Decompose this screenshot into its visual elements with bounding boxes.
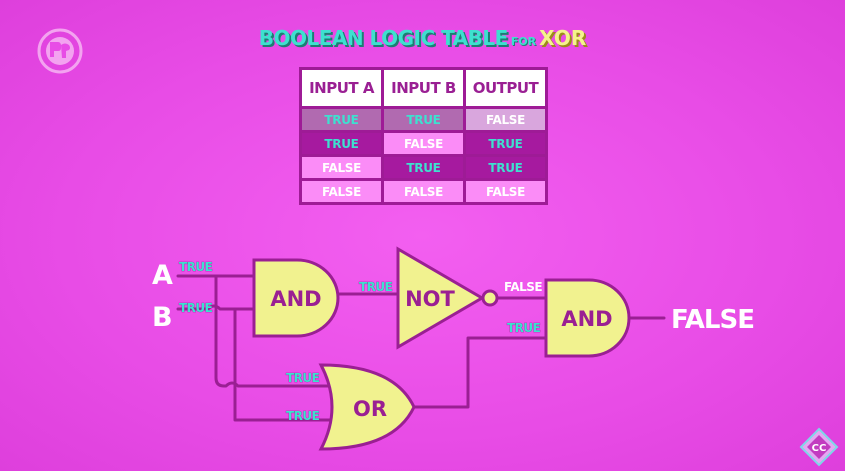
diagram-title: BOOLEAN LOGIC TABLE FOR XOR (0, 26, 845, 50)
input-a-label: A (152, 260, 173, 291)
table-row: FALSE TRUE TRUE (299, 154, 548, 181)
table-cell: TRUE (299, 130, 384, 157)
table-cell: FALSE (381, 130, 466, 157)
signal-or-out: TRUE (507, 321, 541, 335)
title-main: BOOLEAN LOGIC TABLE (258, 26, 509, 50)
or-gate (318, 363, 416, 451)
crash-course-logo-icon: CC (799, 427, 839, 467)
input-b-label: B (152, 302, 173, 333)
table-cell: FALSE (463, 178, 548, 205)
table-row: TRUE FALSE TRUE (299, 130, 548, 157)
wire-or-to-and2 (412, 336, 548, 409)
truth-table-header-row: INPUT A INPUT B OUTPUT (299, 67, 548, 109)
table-cell: TRUE (463, 154, 548, 181)
or-gate-label: OR (353, 397, 387, 421)
header-output: OUTPUT (463, 67, 548, 109)
table-cell: FALSE (299, 178, 384, 205)
table-row: FALSE FALSE FALSE (299, 178, 548, 205)
and-gate-1 (252, 258, 340, 338)
crash-course-logo-text: CC (812, 443, 827, 454)
title-for: FOR (510, 35, 537, 48)
table-row: TRUE TRUE FALSE (299, 106, 548, 133)
not-gate (396, 246, 485, 350)
signal-a-value: TRUE (179, 260, 213, 274)
and-gate-2 (544, 278, 631, 358)
not-gate-bubble (481, 289, 499, 307)
table-cell: FALSE (299, 154, 384, 181)
table-cell: FALSE (381, 178, 466, 205)
table-cell: TRUE (381, 106, 466, 133)
not-gate-label: NOT (405, 287, 455, 311)
table-cell: TRUE (381, 154, 466, 181)
and-gate-1-label: AND (270, 287, 321, 311)
signal-or-a-in: TRUE (286, 371, 320, 385)
header-input-b: INPUT B (381, 67, 466, 109)
header-input-a: INPUT A (299, 67, 384, 109)
final-output-label: FALSE (671, 305, 754, 335)
truth-table: INPUT A INPUT B OUTPUT TRUE TRUE FALSE T… (299, 67, 548, 205)
wire-b-to-and1 (176, 304, 256, 311)
table-cell: FALSE (463, 106, 548, 133)
signal-b-value: TRUE (179, 301, 213, 315)
circuit-wires (176, 274, 666, 422)
signal-or-b-in: TRUE (286, 409, 320, 423)
table-cell: TRUE (299, 106, 384, 133)
wire-b-to-or (233, 307, 347, 422)
pbs-logo-icon (37, 28, 83, 74)
signal-not-out: FALSE (504, 280, 542, 294)
and-gate-2-label: AND (561, 307, 612, 331)
table-cell: TRUE (463, 130, 548, 157)
title-xor: XOR (539, 26, 587, 50)
signal-and1-out: TRUE (359, 280, 393, 294)
